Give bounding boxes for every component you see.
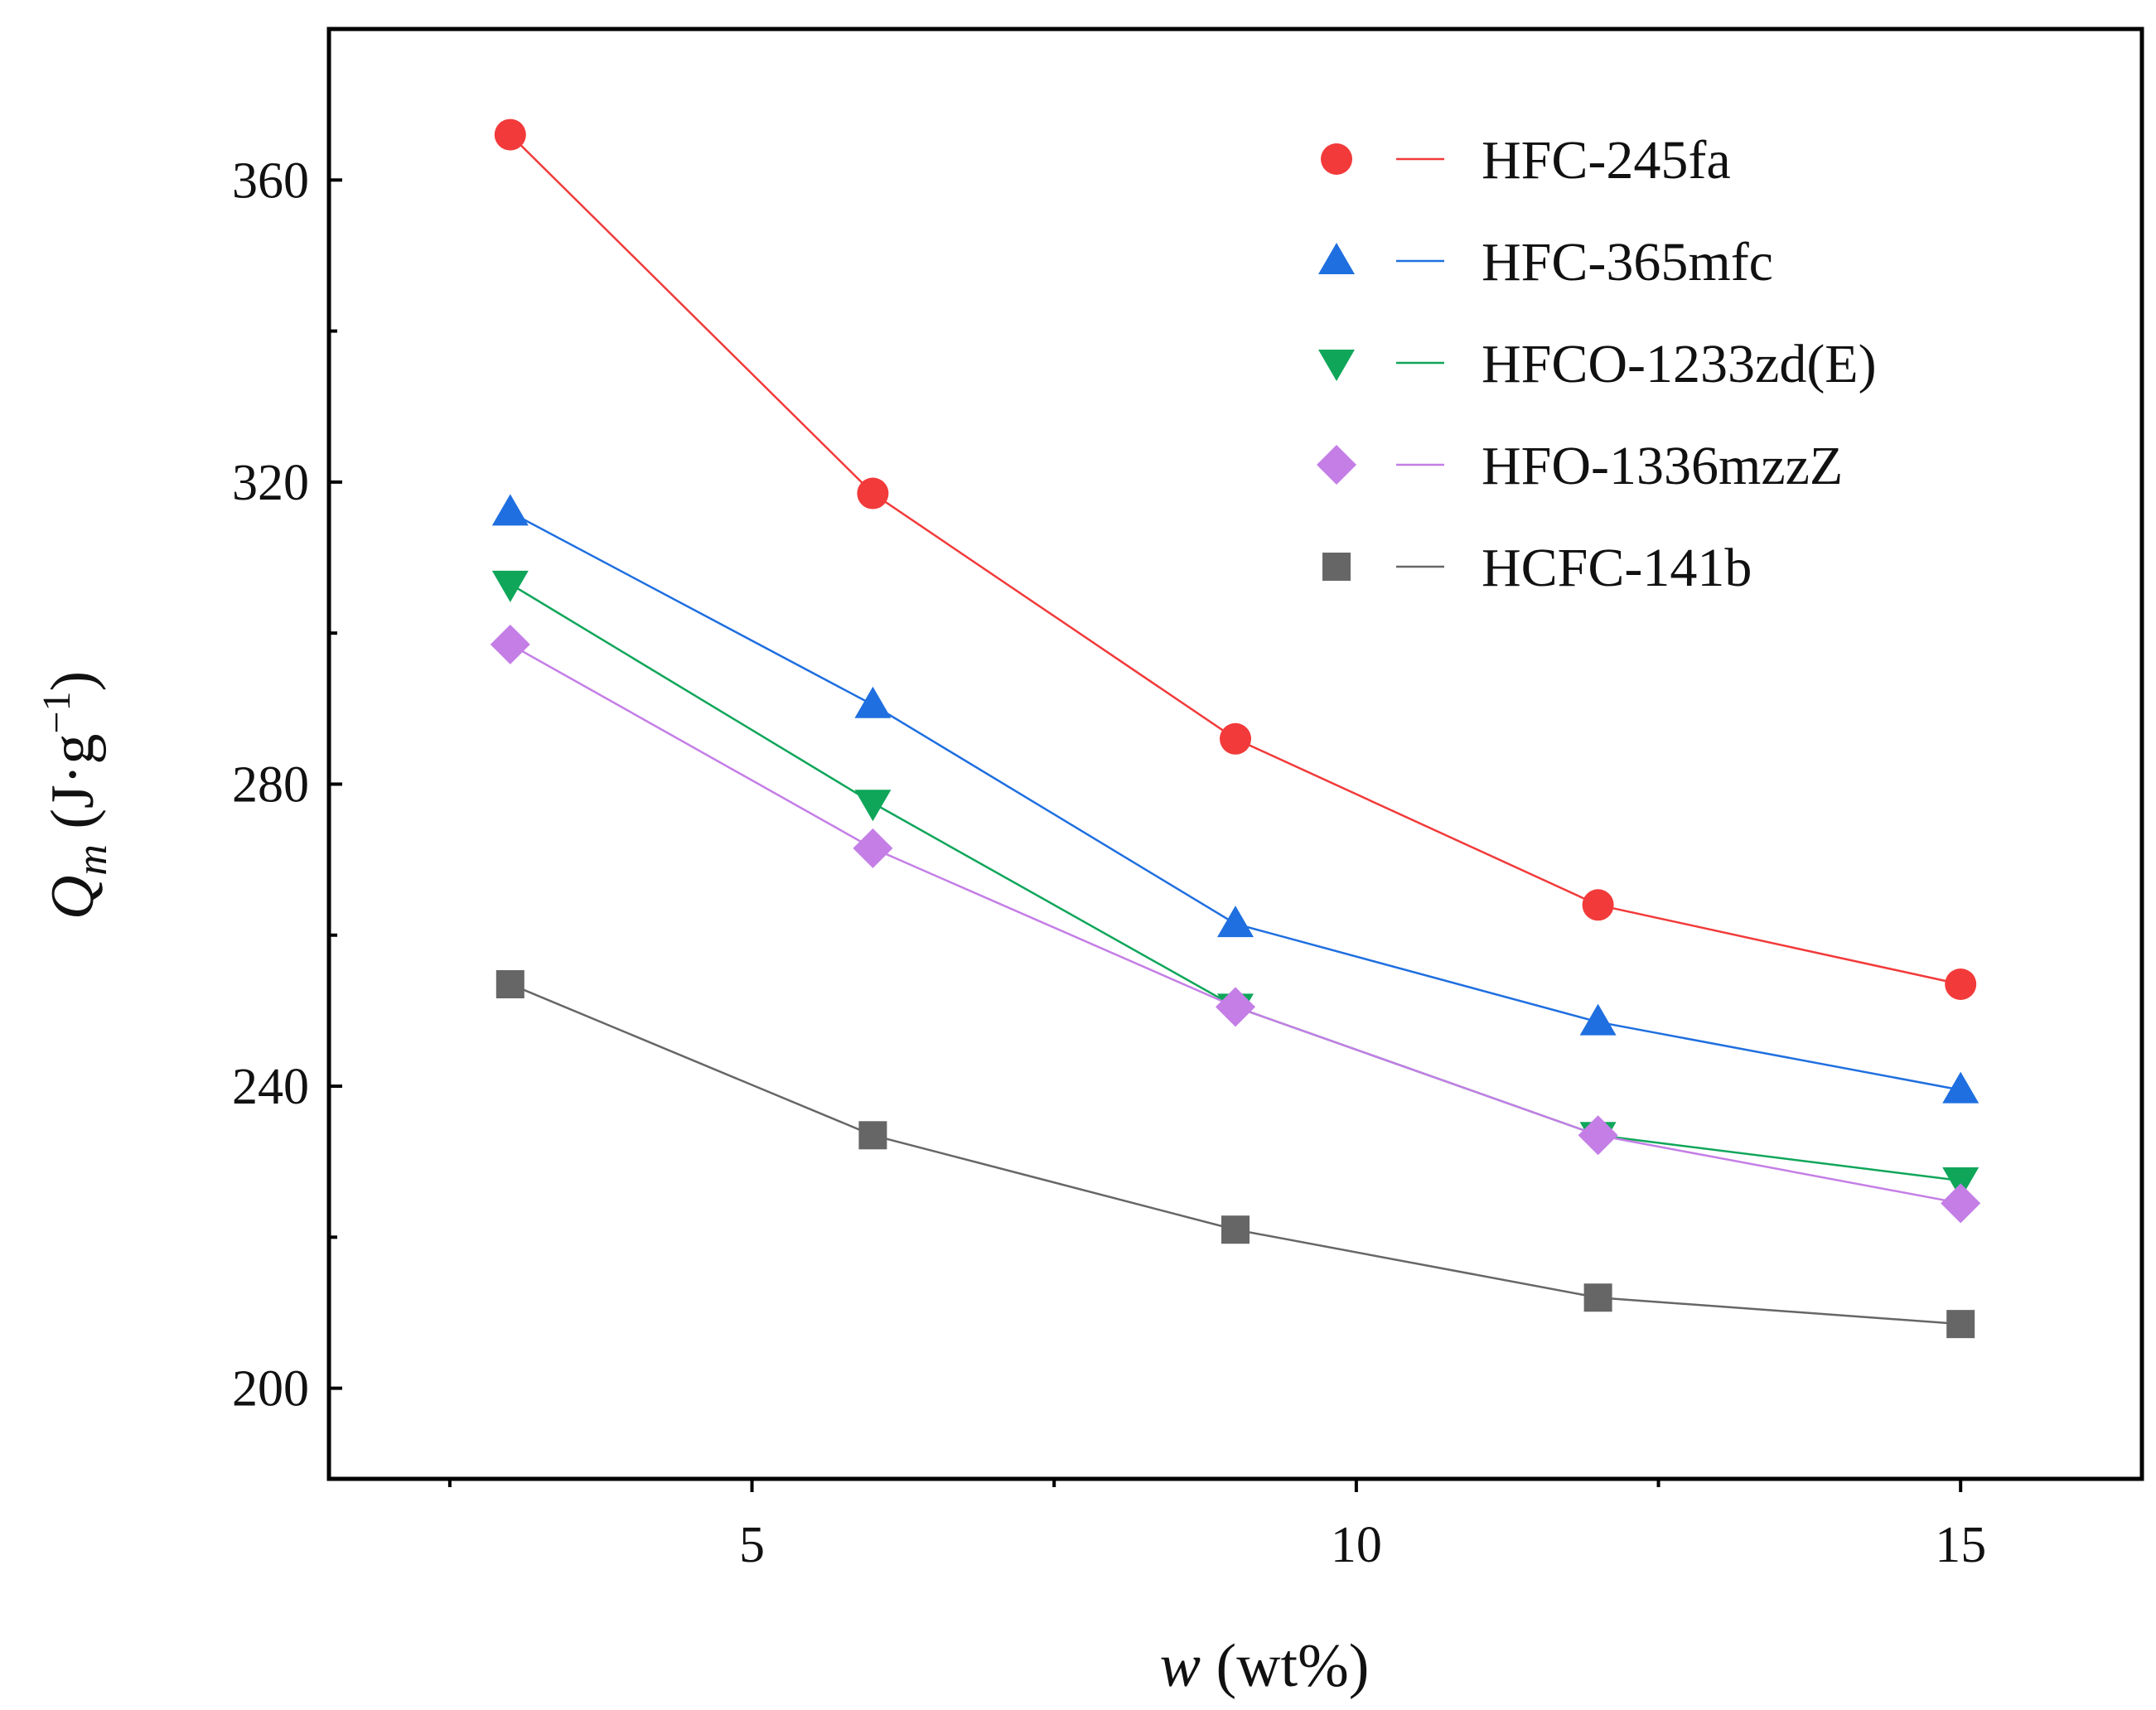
y-axis-close: ) [39,671,107,692]
legend-label-2: HFCO-1233zd(E) [1482,334,1877,394]
series-3 [490,624,1981,1224]
y-axis-subscript: m [69,844,116,876]
plot-frame [326,27,2144,1481]
legend-label-0: HFC-245fa [1482,130,1731,191]
series-line-2 [510,582,1961,1182]
data-point-3-2 [1216,987,1255,1027]
legend-item-3: HFO-1336mzzZ [1317,436,1843,496]
data-point-3-0 [490,624,530,664]
series-4 [495,969,1975,1339]
axes-group: 200 240 280 320 360 5 10 15 w (wt%) Qm (J·g−1) [35,27,2144,1700]
series-2 [491,570,1980,1199]
legend-item-2: HFCO-1233zd(E) [1318,334,1877,394]
data-point-1-1 [854,686,892,718]
data-point-0-3 [1582,889,1614,921]
series-1 [491,494,1980,1104]
legend-marker-0 [1321,143,1352,175]
data-point-2-4 [1942,1167,1980,1199]
data-point-3-1 [853,828,893,868]
data-point-0-1 [857,477,889,510]
data-point-2-0 [491,570,529,602]
x-tick-label: 10 [1331,1517,1382,1573]
legend-label-4: HCFC-141b [1482,538,1752,598]
x-axis-title: w (wt%) [1160,1632,1370,1700]
data-point-4-3 [1583,1283,1612,1312]
data-point-3-4 [1941,1183,1981,1224]
y-tick-label: 320 [232,455,309,511]
legend-marker-2 [1318,350,1355,381]
data-point-0-4 [1945,968,1977,1000]
data-point-4-2 [1221,1215,1250,1244]
data-point-0-2 [1220,722,1251,755]
x-axis-space [1201,1632,1216,1700]
legend: HFC-245fa HFC-365mfc HFCO-1233zd(E) HFO-133… [1317,130,1877,598]
y-axis-variable: Q [39,876,107,920]
series-0 [494,118,1977,1000]
data-point-0-0 [494,118,526,151]
data-point-1-0 [491,494,529,526]
data-point-1-2 [1217,906,1254,938]
y-tick-label: 240 [232,1059,309,1115]
data-point-4-0 [495,969,524,998]
legend-marker-1 [1318,243,1355,274]
y-tick-label: 200 [232,1361,309,1418]
data-point-1-4 [1942,1071,1980,1104]
legend-marker-3 [1317,445,1356,485]
legend-label-1: HFC-365mfc [1482,232,1773,292]
y-tick-label: 360 [232,152,309,209]
legend-label-3: HFO-1336mzzZ [1482,436,1843,496]
y-axis-exponent: −1 [35,691,79,733]
y-axis-space [39,829,107,845]
legend-marker-4 [1322,553,1351,581]
x-tick-label: 15 [1935,1517,1986,1573]
x-tick-label: 5 [739,1517,765,1573]
y-axis-title: Qm (J·g−1) [35,671,116,920]
x-axis-unit: (wt%) [1216,1632,1369,1700]
y-axis-unit: (J·g [39,734,107,829]
data-point-4-4 [1946,1310,1975,1339]
data-point-3-3 [1578,1115,1618,1156]
x-axis-variable: w [1160,1632,1201,1700]
legend-item-0: HFC-245fa [1321,130,1731,191]
data-point-1-3 [1579,1003,1617,1036]
legend-item-1: HFC-365mfc [1318,232,1773,292]
y-tick-label: 280 [232,756,309,813]
data-point-4-1 [858,1121,887,1150]
series-group [490,118,1981,1339]
legend-item-4: HCFC-141b [1322,538,1752,598]
data-point-2-1 [854,790,892,822]
